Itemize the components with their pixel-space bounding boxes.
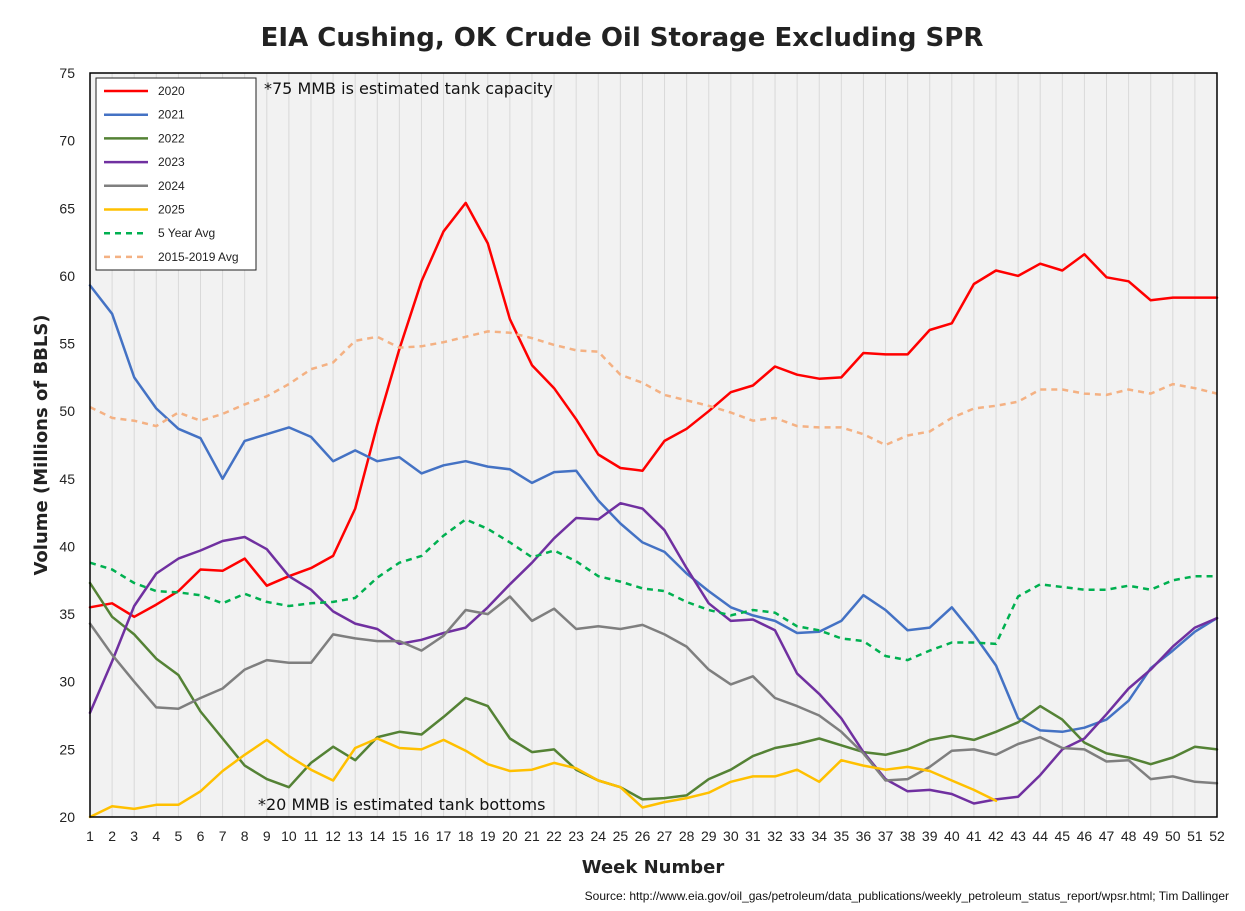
x-tick-label: 6 — [197, 828, 205, 844]
x-tick-label: 29 — [701, 828, 717, 844]
x-tick-label: 41 — [966, 828, 982, 844]
x-tick-label: 50 — [1165, 828, 1181, 844]
x-tick-label: 4 — [152, 828, 160, 844]
y-tick-label: 40 — [59, 538, 75, 554]
series-lines — [88, 201, 1219, 819]
x-tick-label: 44 — [1032, 828, 1048, 844]
x-tick-label: 46 — [1077, 828, 1093, 844]
x-tick-label: 10 — [281, 828, 297, 844]
x-tick-label: 47 — [1099, 828, 1115, 844]
x-tick-label: 39 — [922, 828, 938, 844]
series-line-5-year-avg — [89, 518, 1217, 662]
legend-label: 2020 — [158, 84, 185, 98]
x-tick-label: 20 — [502, 828, 518, 844]
x-tick-label: 45 — [1055, 828, 1071, 844]
capacity-annotation: *75 MMB is estimated tank capacity — [264, 79, 553, 98]
x-tick-label: 9 — [263, 828, 271, 844]
y-tick-label: 20 — [59, 809, 75, 825]
x-tick-label: 42 — [988, 828, 1004, 844]
y-tick-label: 45 — [59, 471, 75, 487]
x-tick-label: 3 — [130, 828, 138, 844]
y-axis-title: Volume (Millions of BBLS) — [31, 314, 52, 575]
x-tick-label: 7 — [219, 828, 227, 844]
x-tick-label: 36 — [856, 828, 872, 844]
x-tick-label: 1 — [86, 828, 94, 844]
x-tick-label: 48 — [1121, 828, 1137, 844]
plot-area — [90, 73, 1217, 817]
y-tick-label: 25 — [59, 741, 75, 757]
x-tick-label: 15 — [392, 828, 408, 844]
y-tick-label: 30 — [59, 674, 75, 690]
y-tick-label: 50 — [59, 403, 75, 419]
plot-frame — [89, 72, 1218, 818]
series-line-2023 — [88, 501, 1219, 805]
chart-title: EIA Cushing, OK Crude Oil Storage Exclud… — [261, 23, 984, 53]
x-tick-label: 25 — [613, 828, 629, 844]
legend-label: 2025 — [158, 203, 185, 217]
x-tick-label: 26 — [635, 828, 651, 844]
y-tick-label: 75 — [59, 65, 75, 81]
y-tick-label: 55 — [59, 336, 75, 352]
source-note: Source: http://www.eia.gov/oil_gas/petro… — [585, 889, 1229, 903]
legend-label: 5 Year Avg — [158, 226, 215, 240]
x-tick-label: 2 — [108, 828, 116, 844]
y-tick-label: 65 — [59, 200, 75, 216]
legend-label: 2022 — [158, 131, 185, 145]
x-tick-label: 18 — [458, 828, 474, 844]
x-tick-label: 30 — [723, 828, 739, 844]
x-tick-label: 19 — [480, 828, 496, 844]
y-axis-ticks: 20 25 30 35 40 45 50 55 60 65 70 75 — [59, 65, 75, 825]
series-line-2021 — [88, 284, 1219, 734]
x-axis-title: Week Number — [582, 857, 725, 878]
x-tick-label: 31 — [745, 828, 761, 844]
series-line-2015-2019-avg — [89, 330, 1218, 447]
legend-box — [95, 77, 257, 271]
x-tick-label: 52 — [1209, 828, 1225, 844]
x-tick-label: 23 — [568, 828, 584, 844]
x-tick-label: 14 — [369, 828, 385, 844]
y-tick-label: 70 — [59, 133, 75, 149]
legend-label: 2024 — [158, 179, 185, 193]
x-tick-label: 11 — [304, 828, 319, 844]
x-tick-label: 27 — [657, 828, 673, 844]
legend: 2020 2021 2022 2023 2024 2025 5 Year Avg 2015-2… — [95, 77, 257, 271]
x-tick-label: 38 — [900, 828, 916, 844]
x-tick-label: 49 — [1143, 828, 1159, 844]
bottoms-annotation: *20 MMB is estimated tank bottoms — [258, 795, 545, 814]
x-tick-label: 32 — [767, 828, 783, 844]
series-line-2022 — [88, 581, 1219, 801]
x-tick-label: 12 — [325, 828, 341, 844]
series-line-2020 — [88, 201, 1219, 619]
legend-label: 2015-2019 Avg — [158, 250, 239, 264]
x-tick-label: 43 — [1010, 828, 1026, 844]
x-tick-label: 33 — [789, 828, 805, 844]
x-tick-label: 24 — [590, 828, 606, 844]
x-tick-label: 17 — [436, 828, 452, 844]
x-tick-label: 28 — [679, 828, 695, 844]
y-tick-label: 60 — [59, 268, 75, 284]
x-tick-label: 16 — [414, 828, 430, 844]
legend-label: 2021 — [158, 108, 185, 122]
series-line-2025 — [88, 737, 998, 819]
x-tick-label: 40 — [944, 828, 960, 844]
x-tick-label: 21 — [524, 828, 540, 844]
x-tick-label: 22 — [546, 828, 562, 844]
x-tick-label: 8 — [241, 828, 249, 844]
x-axis-ticks: 1 2 3 4 5 6 7 8 9 10 11 12 13 14 15 16 17 18 19 20 21 22 23 24 2… — [86, 828, 1225, 844]
x-tick-label: 35 — [834, 828, 850, 844]
y-tick-label: 35 — [59, 606, 75, 622]
x-tick-label: 37 — [878, 828, 894, 844]
x-tick-label: 34 — [811, 828, 827, 844]
series-line-2024 — [88, 595, 1219, 785]
legend-label: 2023 — [158, 155, 185, 169]
x-tick-label: 51 — [1187, 828, 1203, 844]
x-tick-label: 13 — [347, 828, 363, 844]
x-tick-label: 5 — [174, 828, 182, 844]
